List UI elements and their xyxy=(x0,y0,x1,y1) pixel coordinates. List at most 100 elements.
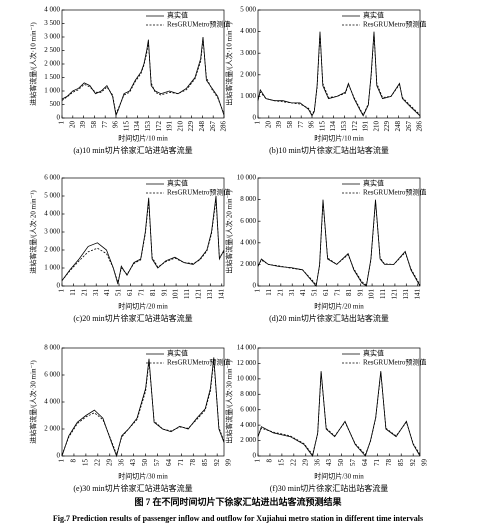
y-tick-label: 4 000 xyxy=(240,238,256,246)
x-tick-label: 11 xyxy=(265,289,273,296)
series-line xyxy=(257,31,421,117)
x-tick-label: 31 xyxy=(92,289,100,297)
panel-caption: (d)20 min切片徐家汇站出站客流量 xyxy=(269,313,389,323)
x-tick-label: 20 xyxy=(68,121,76,129)
series-line xyxy=(257,372,421,456)
x-tick-label: 1 xyxy=(58,289,66,293)
x-tick-label: 81 xyxy=(149,289,157,297)
x-tick-label: 58 xyxy=(286,121,294,129)
x-tick-label: 50 xyxy=(141,459,149,467)
x-tick-label: 78 xyxy=(385,459,393,467)
y-tick-label: 2 000 xyxy=(240,70,256,78)
x-tick-label: 191 xyxy=(166,121,174,132)
x-tick-label: 39 xyxy=(275,121,283,129)
y-axis-label: 出站客流量/(人次·30 min⁻¹) xyxy=(225,360,234,444)
y-tick-label: 4 000 xyxy=(240,27,256,35)
y-tick-label: 0 xyxy=(57,452,61,460)
x-tick-label: 153 xyxy=(340,121,348,132)
x-axis-label: 时间切片/20 min xyxy=(314,302,364,311)
y-tick-label: 1 000 xyxy=(240,92,256,100)
x-tick-label: 131 xyxy=(206,289,214,300)
x-axis-label: 时间切片/10 min xyxy=(314,134,364,143)
x-tick-label: 248 xyxy=(394,121,402,132)
x-tick-label: 210 xyxy=(372,121,380,132)
x-tick-label: 61 xyxy=(322,289,330,297)
x-tick-label: 286 xyxy=(416,121,424,132)
x-tick-label: 39 xyxy=(79,121,87,129)
x-tick-label: 29 xyxy=(105,459,113,467)
x-tick-label: 111 xyxy=(379,289,387,299)
y-tick-label: 4 000 xyxy=(240,421,256,429)
x-tick-label: 43 xyxy=(325,459,333,467)
y-tick-label: 6 000 xyxy=(240,217,256,225)
x-tick-label: 61 xyxy=(126,289,134,297)
x-tick-label: 29 xyxy=(301,459,309,467)
x-tick-label: 131 xyxy=(402,289,410,300)
y-tick-label: 0 xyxy=(253,452,257,460)
series-line xyxy=(61,360,225,456)
x-tick-label: 64 xyxy=(361,459,369,467)
x-tick-label: 1 xyxy=(58,121,66,125)
y-tick-label: 6 000 xyxy=(44,371,60,379)
x-tick-label: 96 xyxy=(112,121,120,129)
y-tick-label: 1 000 xyxy=(44,87,60,95)
legend-label: ResGRUMetro预测值 xyxy=(363,358,426,367)
y-tick-label: 4 000 xyxy=(44,6,60,14)
y-tick-label: 0 xyxy=(253,282,257,290)
x-tick-label: 77 xyxy=(101,121,109,129)
legend-label: ResGRUMetro预测值 xyxy=(363,20,426,29)
panel-caption: (e)30 min切片徐家汇站进站客流量 xyxy=(73,483,192,493)
x-tick-label: 141 xyxy=(217,289,225,300)
y-tick-label: 3 000 xyxy=(240,49,256,57)
y-tick-label: 5 000 xyxy=(44,192,60,200)
x-tick-label: 85 xyxy=(201,459,209,467)
x-tick-label: 191 xyxy=(362,121,370,132)
y-tick-label: 0 xyxy=(253,114,257,122)
y-axis-label: 进站客流量/(人次·10 min⁻¹) xyxy=(29,22,38,106)
series-line xyxy=(257,201,421,286)
legend-label: ResGRUMetro预测值 xyxy=(167,20,230,29)
x-tick-label: 41 xyxy=(299,289,307,297)
y-tick-label: 2 000 xyxy=(44,246,60,254)
x-tick-label: 115 xyxy=(122,121,130,132)
y-tick-label: 2 000 xyxy=(240,436,256,444)
x-tick-label: 71 xyxy=(373,459,381,467)
series-line xyxy=(257,199,421,287)
y-tick-label: 1 000 xyxy=(44,264,60,272)
y-tick-label: 8 000 xyxy=(240,195,256,203)
y-axis-label: 出站客流量/(人次·20 min⁻¹) xyxy=(225,190,234,274)
x-tick-label: 91 xyxy=(356,289,364,297)
x-tick-label: 286 xyxy=(220,121,228,132)
x-tick-label: 36 xyxy=(117,459,125,467)
x-axis-label: 时间切片/30 min xyxy=(118,472,168,481)
x-tick-label: 85 xyxy=(397,459,405,467)
x-axis-label: 时间切片/30 min xyxy=(314,472,364,481)
x-tick-label: 134 xyxy=(133,121,141,132)
y-tick-label: 3 000 xyxy=(44,228,60,236)
x-tick-label: 229 xyxy=(383,121,391,132)
y-tick-label: 10 000 xyxy=(237,174,257,182)
x-tick-label: 43 xyxy=(129,459,137,467)
x-tick-label: 8 xyxy=(266,459,274,463)
x-tick-label: 11 xyxy=(69,289,77,296)
x-tick-label: 141 xyxy=(413,289,421,300)
legend-label: 真实值 xyxy=(363,349,384,358)
x-tick-label: 31 xyxy=(288,289,296,297)
x-tick-label: 21 xyxy=(276,289,284,297)
legend-label: 真实值 xyxy=(167,11,188,20)
y-tick-label: 0 xyxy=(57,114,61,122)
x-tick-label: 134 xyxy=(329,121,337,132)
figure-caption-en: Fig.7 Prediction results of passenger in… xyxy=(53,514,423,523)
x-tick-label: 41 xyxy=(103,289,111,297)
series-line xyxy=(257,33,421,116)
x-tick-label: 20 xyxy=(264,121,272,129)
legend-label: ResGRUMetro预测值 xyxy=(167,358,230,367)
y-tick-label: 2 000 xyxy=(44,425,60,433)
plot-frame xyxy=(257,177,421,287)
series-line xyxy=(61,36,225,117)
x-tick-label: 8 xyxy=(70,459,78,463)
y-tick-label: 8 000 xyxy=(44,344,60,352)
series-line xyxy=(61,199,225,284)
series-line xyxy=(61,39,225,116)
x-tick-label: 78 xyxy=(189,459,197,467)
